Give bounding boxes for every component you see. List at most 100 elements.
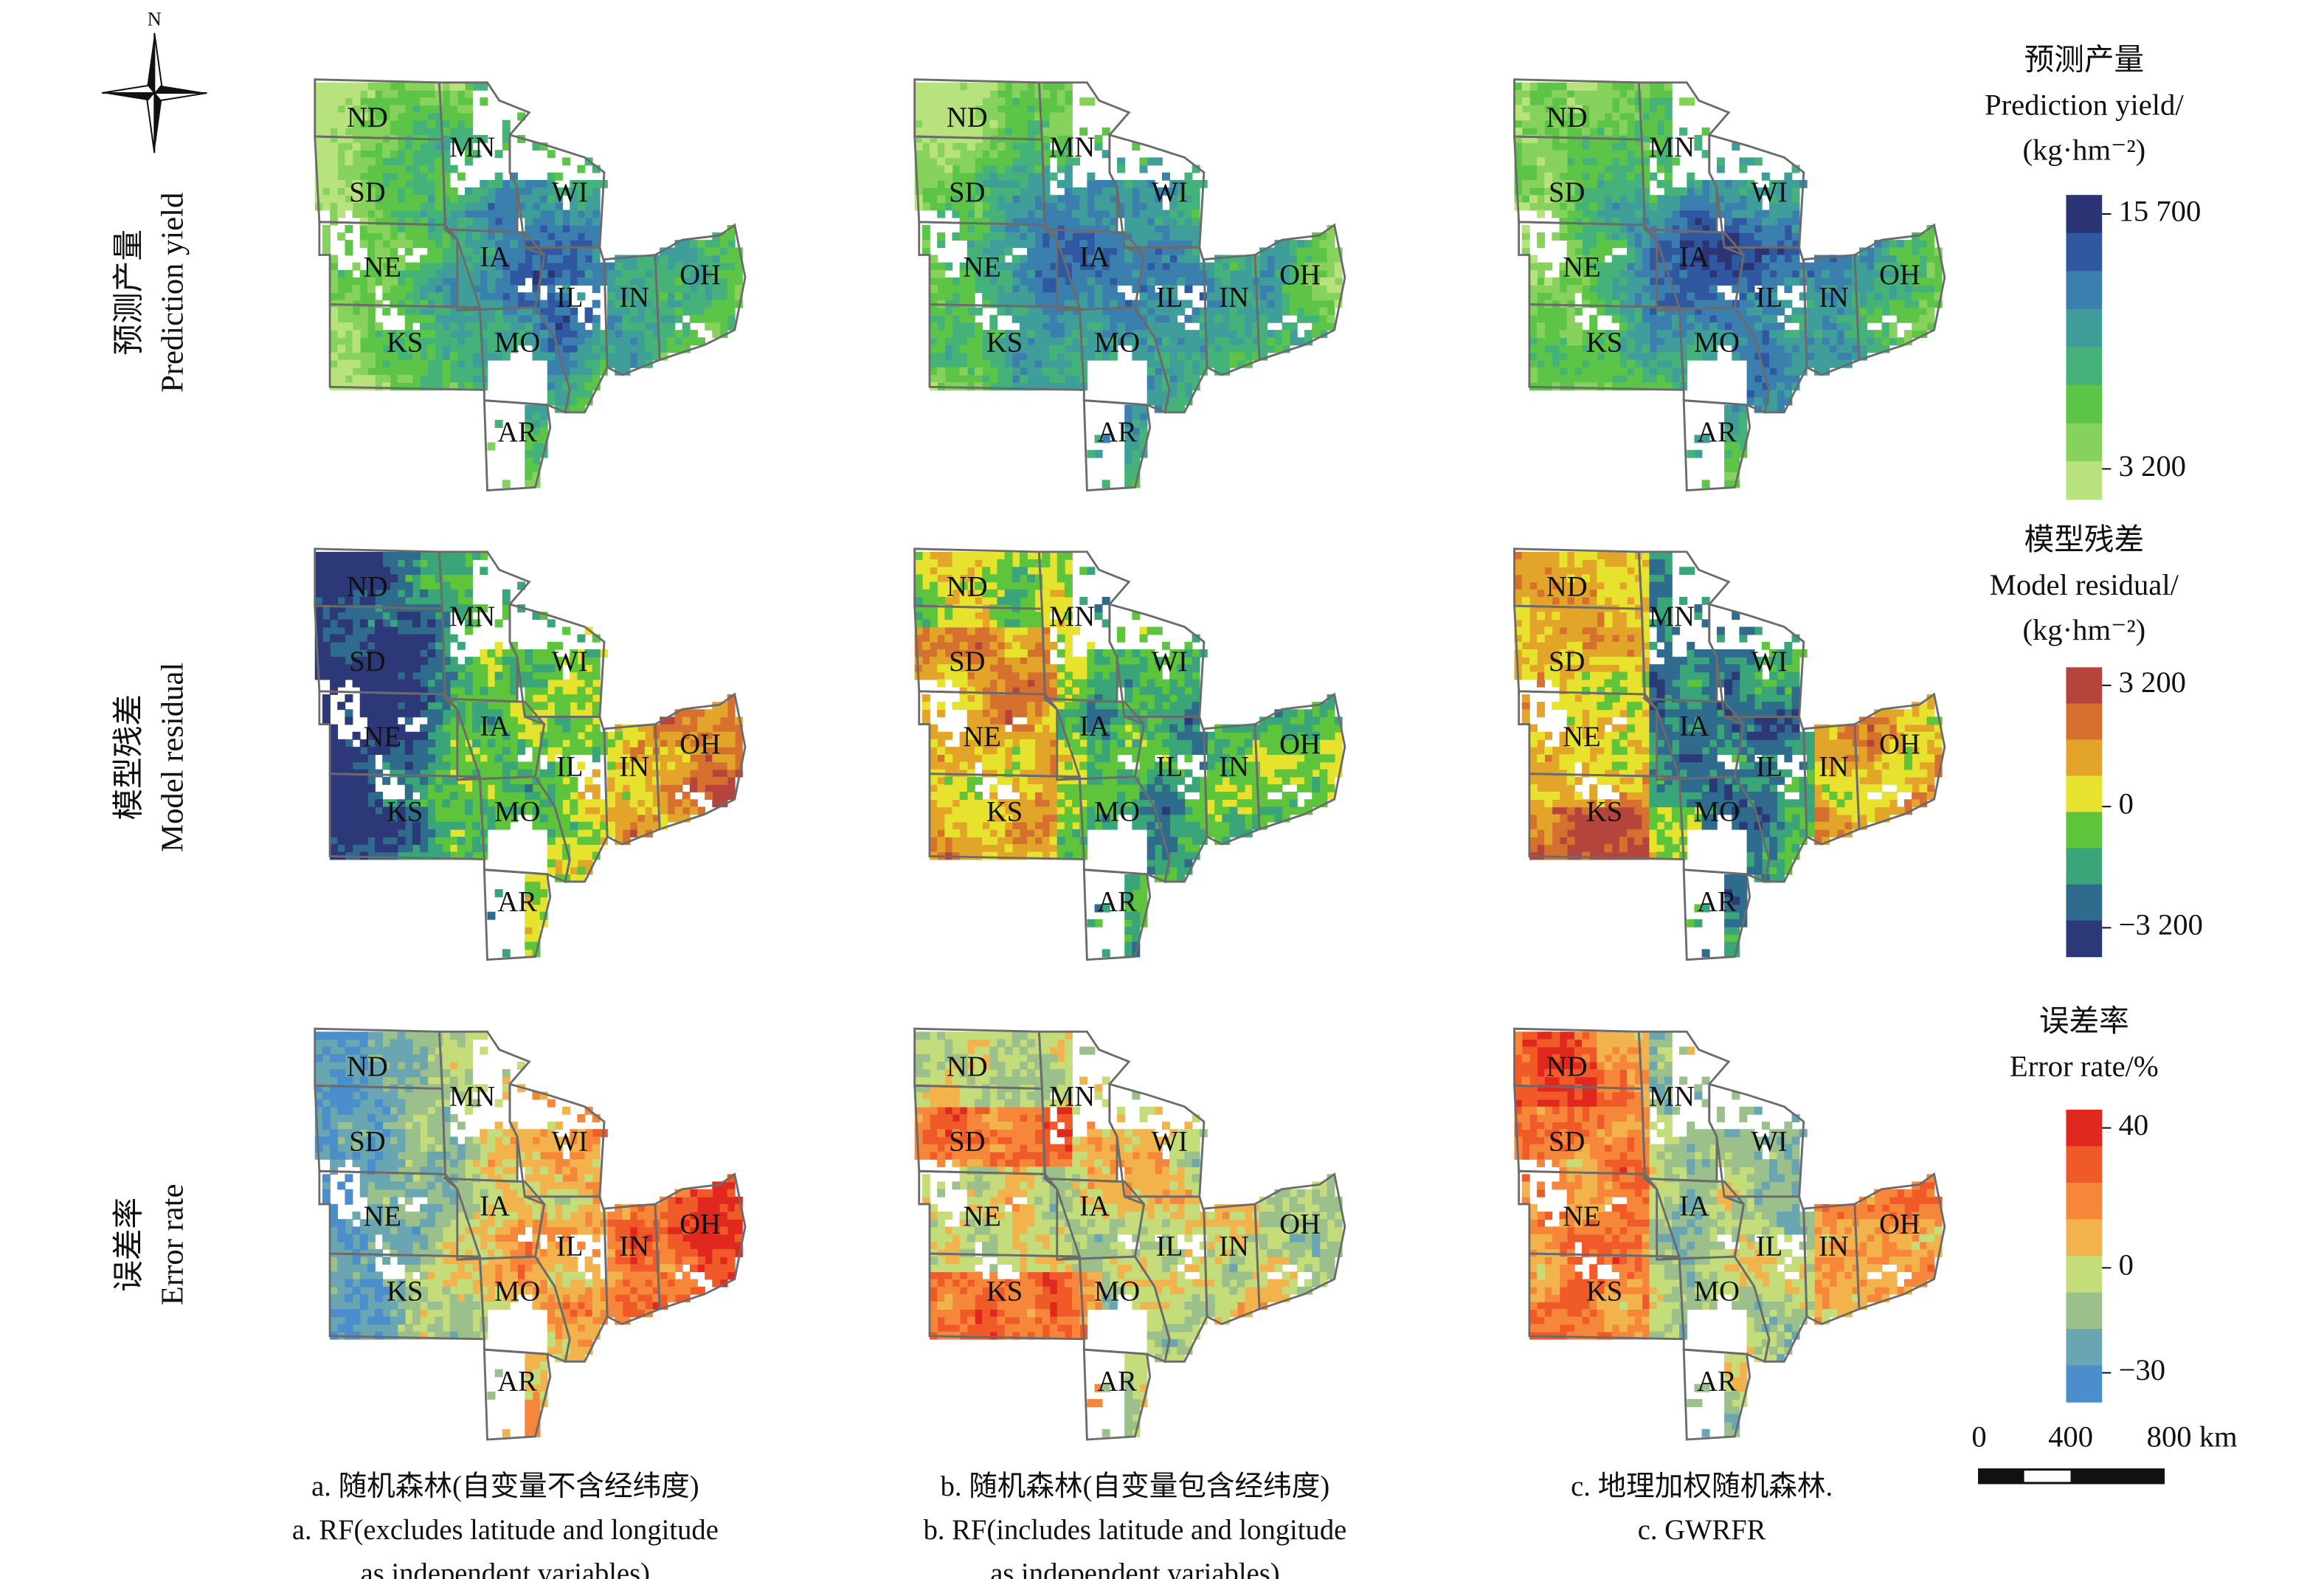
- map-cells: [1514, 551, 1943, 860]
- state-outline: [1253, 692, 1346, 831]
- state-label: IL: [556, 1231, 583, 1262]
- state-label: MO: [494, 327, 540, 358]
- state-label: MO: [1694, 1276, 1740, 1307]
- legend-unit: (kg·hm⁻²): [2022, 613, 2145, 646]
- colorbar-tick-label: 0: [2119, 787, 2134, 820]
- scale-label: 800 km: [2147, 1420, 2238, 1453]
- state-label: IL: [1156, 751, 1183, 782]
- map-cells: [420, 1061, 676, 1437]
- colorbar-tick-label: 40: [2119, 1108, 2149, 1141]
- map-panel: ND SD NE KS MN WI IA MO IL IN OH AR: [314, 1027, 747, 1441]
- map-cells: [314, 551, 436, 860]
- state-label: IN: [1819, 1231, 1849, 1262]
- row-label: Error rate: [156, 1184, 190, 1305]
- map-cells: [944, 1106, 1073, 1340]
- scale-label: 0: [1971, 1420, 1986, 1453]
- state-label: OH: [1879, 260, 1920, 291]
- state-label: OH: [679, 1209, 721, 1240]
- colorbar-swatch: [2066, 195, 2103, 234]
- state-label: WI: [1152, 177, 1188, 208]
- state-label: AR: [1697, 417, 1737, 448]
- state-label: IL: [1756, 751, 1782, 782]
- legend-title: Model residual/: [1990, 568, 2179, 601]
- state-label: OH: [1879, 1209, 1920, 1240]
- colorbar-swatch: [2066, 271, 2103, 310]
- state-label: IA: [480, 711, 510, 742]
- map-cells: [420, 134, 721, 429]
- state-label: AR: [1097, 417, 1137, 448]
- state-label: AR: [497, 417, 537, 448]
- compass-label: N: [148, 8, 162, 30]
- state-outline: [1203, 1203, 1261, 1326]
- map-cells: [629, 1181, 743, 1310]
- state-label: NE: [1563, 252, 1600, 283]
- state-label: MO: [1094, 796, 1140, 827]
- colorbar-tick-label: 0: [2119, 1248, 2134, 1282]
- state-label: IA: [1679, 1191, 1709, 1222]
- state-label: NE: [963, 1201, 1000, 1232]
- state-label: WI: [552, 177, 588, 208]
- colorbar-swatch: [2066, 232, 2103, 272]
- state-label: MO: [494, 1276, 540, 1307]
- map-panel: ND SD NE KS MN WI IA MO IL IN OH AR: [913, 1027, 1346, 1441]
- colorbar-swatch: [2066, 667, 2103, 705]
- state-label: WI: [552, 1126, 588, 1157]
- state-label: IN: [1219, 282, 1249, 313]
- row-label: 模型残差: [112, 694, 147, 820]
- state-label: NE: [963, 252, 1000, 283]
- row-label: 预测产量: [112, 229, 147, 356]
- state-label: KS: [986, 1276, 1023, 1307]
- state-label: IL: [556, 751, 583, 782]
- colorbar-swatch: [2066, 461, 2103, 500]
- state-outline: [1723, 716, 1808, 883]
- legend-title: Error rate/%: [2010, 1049, 2159, 1082]
- state-label: IL: [1756, 1231, 1782, 1262]
- state-outline: [1802, 1203, 1861, 1326]
- map-cells: [944, 150, 1305, 466]
- state-outline: [1082, 399, 1152, 492]
- state-label: OH: [1879, 729, 1920, 760]
- state-label: IN: [1819, 751, 1849, 782]
- map-panel: ND SD NE KS MN WI IA MO IL IN OH AR: [1513, 1027, 1946, 1441]
- map-cells: [314, 1032, 421, 1340]
- labels: 预测产量 Prediction yield 模型残差 Model residual 误差…: [111, 193, 1833, 1579]
- map-panel: ND SD NE KS MN WI IA MO IL IN OH AR: [314, 78, 747, 492]
- state-label: MO: [1094, 1276, 1140, 1307]
- map-cells: [914, 626, 1058, 860]
- map-cells: [1514, 1032, 1628, 1265]
- colorbar-tick-label: 15 700: [2119, 194, 2202, 227]
- state-outline: [1802, 253, 1861, 376]
- state-label: ND: [1546, 572, 1588, 603]
- state-label: MO: [1694, 796, 1740, 827]
- state-label: MN: [449, 601, 495, 632]
- state-label: SD: [949, 646, 985, 677]
- map-cells: [914, 551, 1343, 860]
- state-label: IA: [1679, 711, 1709, 742]
- map-cells: [914, 1032, 1343, 1437]
- state-label: AR: [1097, 886, 1137, 917]
- column-caption: a. 随机森林(自变量不含经纬度): [311, 1471, 699, 1502]
- colorbar-tick-label: 3 200: [2119, 449, 2186, 483]
- colorbar-swatch: [2066, 1292, 2103, 1330]
- colorbar-swatch: [2066, 1109, 2103, 1147]
- scale-bar: 0 400 800 km: [1971, 1420, 2238, 1485]
- map-cells: [487, 1091, 698, 1437]
- state-label: SD: [349, 177, 385, 208]
- state-outline: [483, 399, 552, 492]
- state-label: IA: [1679, 241, 1709, 272]
- map-cells: [1514, 1032, 1943, 1340]
- map-cells: [1034, 224, 1208, 308]
- state-label: KS: [387, 1276, 423, 1307]
- map-cells: [921, 1106, 1088, 1340]
- state-label: ND: [347, 1051, 388, 1082]
- state-label: IA: [1079, 241, 1110, 272]
- state-label: IL: [556, 282, 583, 313]
- map-cells: [435, 172, 638, 391]
- state-label: SD: [1549, 646, 1585, 677]
- state-label: MN: [1049, 1082, 1095, 1113]
- row-label: 误差率: [111, 1198, 147, 1292]
- state-label: SD: [1549, 1126, 1585, 1157]
- state-outline: [1082, 1348, 1152, 1441]
- state-label: OH: [679, 729, 721, 760]
